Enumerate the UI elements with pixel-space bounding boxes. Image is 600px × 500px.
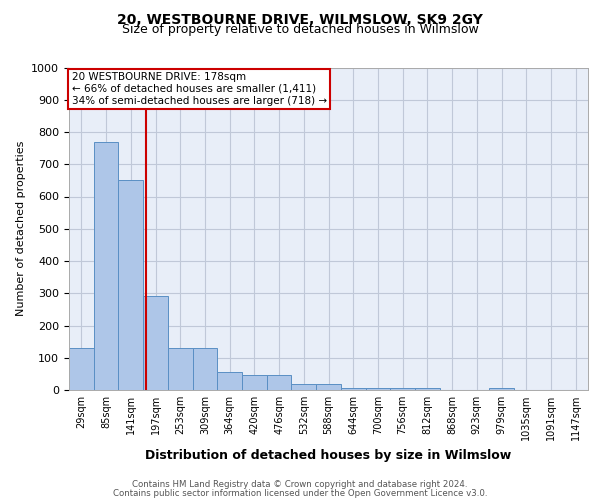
Y-axis label: Number of detached properties: Number of detached properties xyxy=(16,141,26,316)
Bar xyxy=(365,388,390,390)
Bar xyxy=(489,388,514,390)
Bar xyxy=(242,376,267,390)
Bar xyxy=(292,384,316,390)
Bar xyxy=(118,180,143,390)
Bar xyxy=(267,376,292,390)
Text: Contains HM Land Registry data © Crown copyright and database right 2024.: Contains HM Land Registry data © Crown c… xyxy=(132,480,468,489)
Bar xyxy=(415,388,440,390)
Text: 20 WESTBOURNE DRIVE: 178sqm
← 66% of detached houses are smaller (1,411)
34% of : 20 WESTBOURNE DRIVE: 178sqm ← 66% of det… xyxy=(71,72,327,106)
Bar xyxy=(217,372,242,390)
Bar xyxy=(143,296,168,390)
Text: Size of property relative to detached houses in Wilmslow: Size of property relative to detached ho… xyxy=(122,22,478,36)
Bar xyxy=(390,388,415,390)
Bar xyxy=(94,142,118,390)
Bar xyxy=(316,384,341,390)
Text: 20, WESTBOURNE DRIVE, WILMSLOW, SK9 2GY: 20, WESTBOURNE DRIVE, WILMSLOW, SK9 2GY xyxy=(117,12,483,26)
Bar xyxy=(193,348,217,390)
X-axis label: Distribution of detached houses by size in Wilmslow: Distribution of detached houses by size … xyxy=(145,448,512,462)
Bar xyxy=(69,348,94,390)
Bar xyxy=(168,348,193,390)
Bar xyxy=(341,388,365,390)
Text: Contains public sector information licensed under the Open Government Licence v3: Contains public sector information licen… xyxy=(113,488,487,498)
